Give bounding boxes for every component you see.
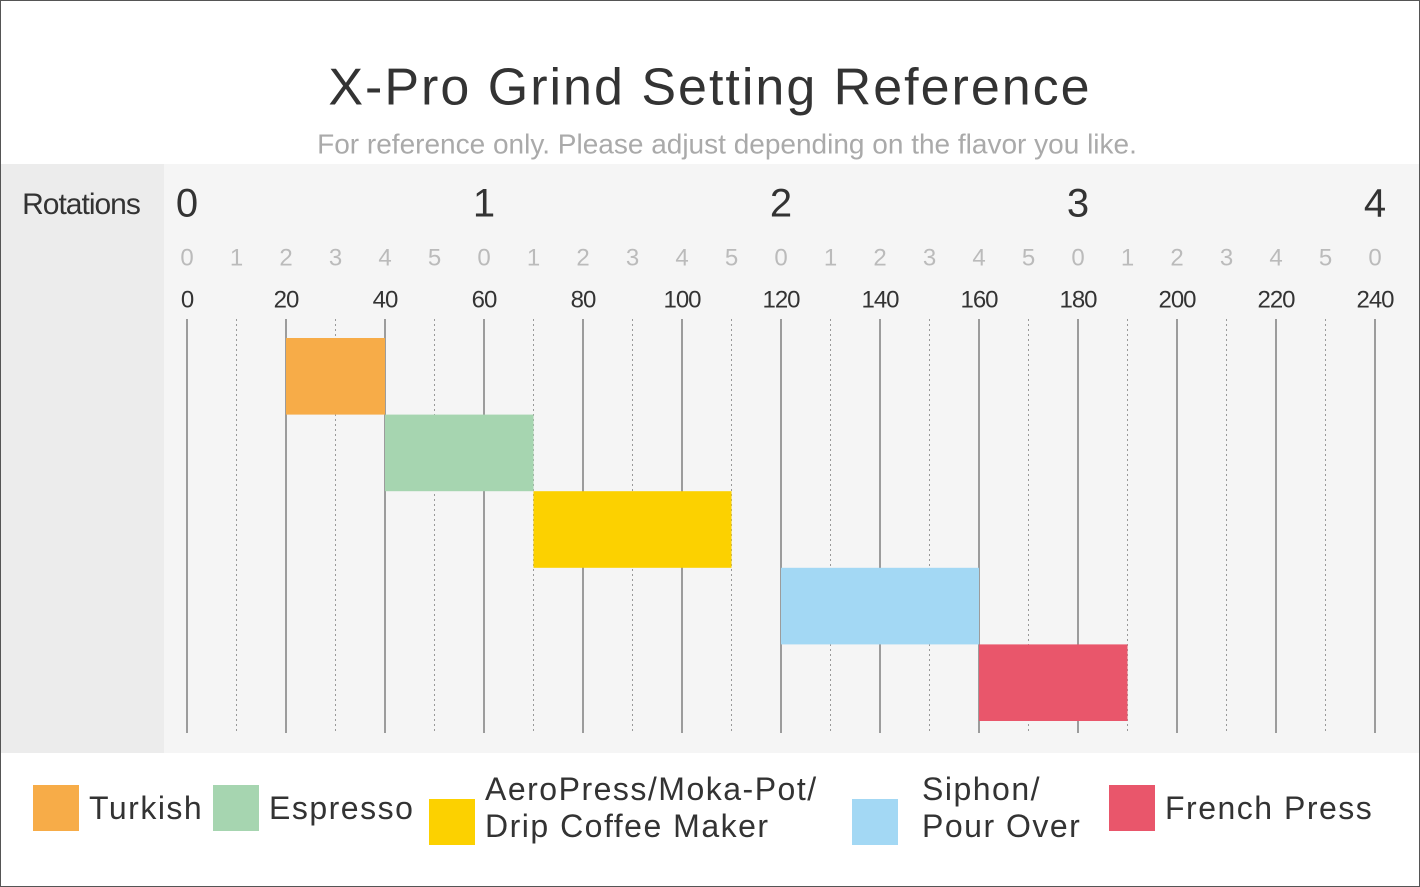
step-tick-label: 3 xyxy=(626,244,639,271)
x-tick-label: 180 xyxy=(1059,286,1097,313)
step-tick-label: 5 xyxy=(1319,244,1332,271)
x-tick-label: 140 xyxy=(861,286,899,313)
x-tick-label: 80 xyxy=(571,286,596,313)
step-tick-label: 1 xyxy=(1121,244,1134,271)
rotation-tick-label: 4 xyxy=(1364,182,1386,226)
x-tick-label: 220 xyxy=(1257,286,1295,313)
legend-swatch xyxy=(33,785,79,831)
x-tick-label: 20 xyxy=(274,286,299,313)
legend-label: AeroPress/Moka-Pot/ Drip Coffee Maker xyxy=(485,771,818,844)
step-tick-label: 2 xyxy=(1170,244,1183,271)
plot-band xyxy=(1,164,1419,753)
step-tick-label: 0 xyxy=(774,244,787,271)
step-tick-label: 5 xyxy=(428,244,441,271)
legend-swatch xyxy=(1109,785,1155,831)
step-tick-label: 2 xyxy=(279,244,292,271)
rotation-tick-label: 3 xyxy=(1067,182,1089,226)
range-bar xyxy=(533,491,732,568)
x-tick-label: 40 xyxy=(373,286,398,313)
chart-subtitle: For reference only. Please adjust depend… xyxy=(317,128,1137,159)
range-bar xyxy=(385,414,534,492)
legend-swatch xyxy=(213,785,259,831)
step-tick-label: 4 xyxy=(378,244,391,271)
legend-label: Turkish xyxy=(89,789,204,826)
step-tick-label: 0 xyxy=(477,244,490,271)
range-bar xyxy=(781,567,979,645)
legend-item: AeroPress/Moka-Pot/ Drip Coffee Maker xyxy=(429,771,818,845)
legend-item: Turkish xyxy=(33,785,203,831)
legend-item: Siphon/ Pour Over xyxy=(852,771,1081,845)
step-tick-label: 1 xyxy=(527,244,540,271)
step-tick-label: 4 xyxy=(972,244,985,271)
rotation-tick-label: 2 xyxy=(770,182,792,226)
rotation-tick-label: 1 xyxy=(473,182,495,226)
range-bar xyxy=(979,644,1128,721)
x-tick-label: 120 xyxy=(762,286,800,313)
step-tick-label: 4 xyxy=(1269,244,1282,271)
x-tick-label: 60 xyxy=(472,286,497,313)
legend-swatch xyxy=(429,799,475,845)
label-panel xyxy=(1,164,164,753)
x-tick-label: 0 xyxy=(181,286,194,313)
step-tick-label: 0 xyxy=(180,244,193,271)
x-tick-label: 160 xyxy=(960,286,998,313)
legend-label: French Press xyxy=(1165,789,1374,826)
step-tick-label: 5 xyxy=(725,244,738,271)
step-tick-label: 0 xyxy=(1368,244,1381,271)
step-tick-label: 2 xyxy=(576,244,589,271)
legend-label: Espresso xyxy=(269,789,415,826)
x-tick-label: 200 xyxy=(1158,286,1196,313)
step-tick-label: 2 xyxy=(873,244,886,271)
step-tick-label: 3 xyxy=(1220,244,1233,271)
x-tick-label: 100 xyxy=(663,286,701,313)
legend-label: Siphon/ Pour Over xyxy=(922,771,1082,844)
legend-swatch xyxy=(852,799,898,845)
legend-item: Espresso xyxy=(213,785,414,831)
step-tick-label: 0 xyxy=(1071,244,1084,271)
step-tick-label: 4 xyxy=(675,244,688,271)
chart-title: X-Pro Grind Setting Reference xyxy=(328,59,1091,117)
step-tick-label: 5 xyxy=(1022,244,1035,271)
step-tick-label: 3 xyxy=(329,244,342,271)
step-tick-label: 1 xyxy=(230,244,243,271)
axis-label: Rotations xyxy=(22,188,140,221)
legend-item: French Press xyxy=(1109,785,1373,831)
step-tick-label: 1 xyxy=(824,244,837,271)
rotation-tick-label: 0 xyxy=(176,182,198,226)
x-tick-label: 240 xyxy=(1356,286,1394,313)
range-bar xyxy=(286,338,385,415)
step-tick-label: 3 xyxy=(923,244,936,271)
